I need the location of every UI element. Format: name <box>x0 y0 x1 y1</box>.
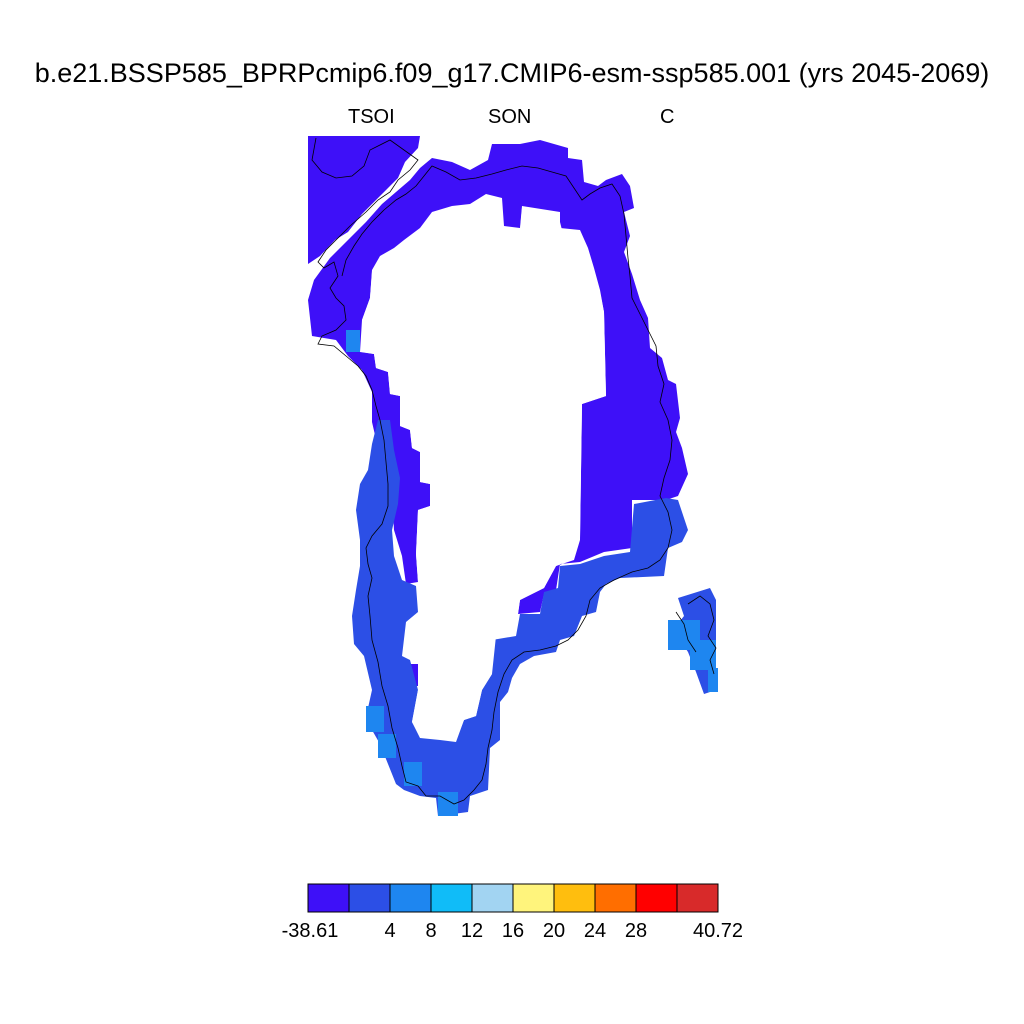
colorbar-tick-label: 16 <box>501 920 525 942</box>
colorbar-tick-label: 24 <box>583 920 607 942</box>
season-label: SON <box>488 106 532 128</box>
colorbar-swatch <box>389 883 432 913</box>
colorbar-swatch <box>348 883 391 913</box>
colorbar-tick-label: -38.61 <box>281 920 339 942</box>
variable-label: TSOI <box>348 106 395 128</box>
colorbar-swatch <box>512 883 555 913</box>
colorbar-swatch <box>594 883 637 913</box>
units-label: C <box>660 106 675 128</box>
colorbar-tick-label: 20 <box>542 920 566 942</box>
colorbar-tick-label: 12 <box>460 920 484 942</box>
colorbar-tick-label: 4 <box>384 920 396 942</box>
colorbar-swatch <box>676 883 719 913</box>
colorbar-swatch <box>307 883 350 913</box>
ice-sheet-interior <box>362 196 606 740</box>
colorbar-tick-label: 40.72 <box>692 920 744 942</box>
colorbar-swatch <box>430 883 473 913</box>
colorbar-swatch <box>471 883 514 913</box>
colorbar-tick-label: 8 <box>425 920 437 942</box>
colorbar-tick-label: 28 <box>624 920 648 942</box>
colorbar-swatch <box>635 883 678 913</box>
coastline <box>311 137 717 805</box>
colorbar-swatch <box>553 883 596 913</box>
plot-title: b.e21.BSSP585_BPRPcmip6.f09_g17.CMIP6-es… <box>34 58 990 88</box>
